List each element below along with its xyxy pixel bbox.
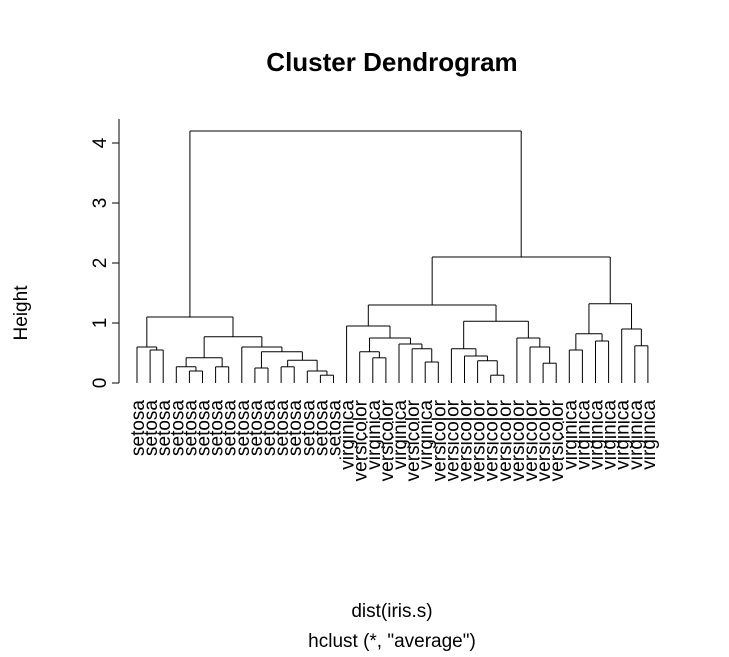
leaf-label: setosa <box>285 400 306 456</box>
leaf-label: setosa <box>311 400 332 456</box>
y-tick-label: 4 <box>90 137 111 148</box>
leaf-label: setosa <box>325 400 346 456</box>
leaf-label: setosa <box>180 400 201 456</box>
leaf-label: setosa <box>207 400 228 456</box>
y-tick-label: 1 <box>90 318 111 329</box>
leaf-label: versicolor <box>534 399 555 481</box>
y-tick-label: 0 <box>90 378 111 389</box>
leaf-label: versicolor <box>521 399 542 481</box>
y-tick-label: 3 <box>90 198 111 209</box>
leaf-label: virginica <box>587 400 608 470</box>
leaf-label: setosa <box>220 400 241 456</box>
leaf-label: virginica <box>364 400 385 470</box>
leaf-label: versicolor <box>442 399 463 481</box>
leaf-label: virginica <box>639 400 660 470</box>
leaf-label: virginica <box>600 400 621 470</box>
leaf-label: virginica <box>573 400 594 470</box>
leaf-label: setosa <box>272 400 293 456</box>
leaf-label: versicolor <box>429 399 450 481</box>
leaf-label: setosa <box>298 400 319 456</box>
leaf-label: virginica <box>626 400 647 470</box>
leaf-label: versicolor <box>508 399 529 481</box>
leaf-label: versicolor <box>482 399 503 481</box>
leaf-label: setosa <box>194 400 215 456</box>
subtitle: hclust (*, "average") <box>308 631 476 652</box>
leaf-label: virginica <box>416 400 437 470</box>
y-axis-label: Height <box>11 285 32 341</box>
leaf-label: versicolor <box>547 399 568 481</box>
leaf-label: setosa <box>141 400 162 456</box>
leaf-label: setosa <box>128 400 149 456</box>
leaf-label: versicolor <box>377 399 398 481</box>
leaf-label: virginica <box>613 400 634 470</box>
leaf-label: setosa <box>259 400 280 456</box>
leaf-label: virginica <box>338 400 359 470</box>
y-tick-label: 2 <box>90 258 111 269</box>
x-axis-label: dist(iris.s) <box>351 601 432 622</box>
leaf-label: versicolor <box>469 399 490 481</box>
leaf-label: versicolor <box>351 399 372 481</box>
leaf-label: versicolor <box>456 399 477 481</box>
leaf-label: setosa <box>154 400 175 456</box>
leaf-label: virginica <box>390 400 411 470</box>
leaf-label: setosa <box>233 400 254 456</box>
leaf-label: virginica <box>560 400 581 470</box>
leaf-label: versicolor <box>403 399 424 481</box>
leaf-label: setosa <box>246 400 267 456</box>
leaf-label: setosa <box>167 400 188 456</box>
chart-title: Cluster Dendrogram <box>266 47 517 77</box>
leaf-label: versicolor <box>495 399 516 481</box>
